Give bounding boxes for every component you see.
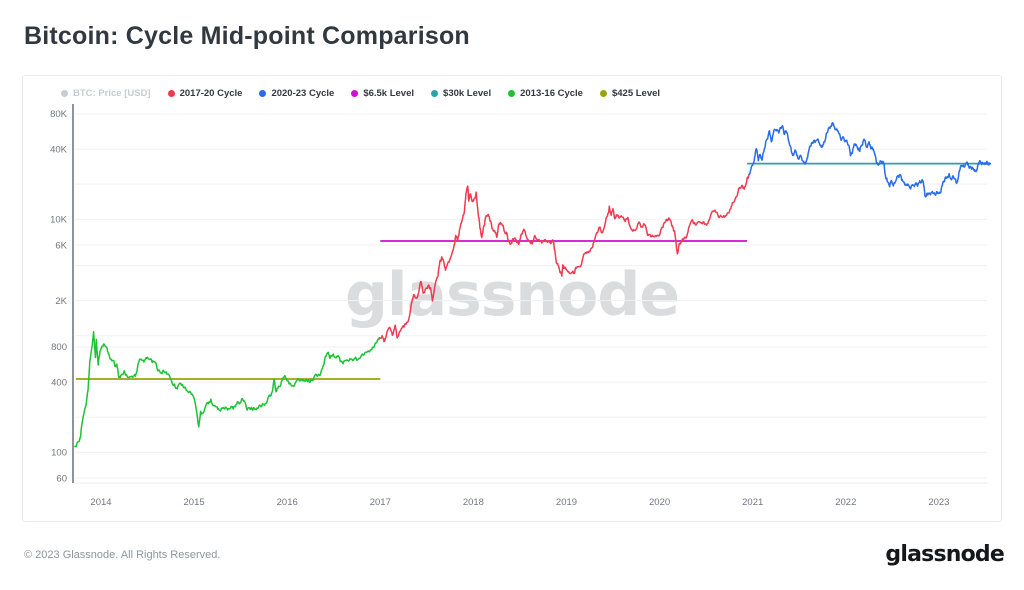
legend-label: $6.5k Level — [363, 87, 415, 99]
page-title: Bitcoin: Cycle Mid-point Comparison — [24, 22, 470, 50]
legend-item-cycle-2017-20[interactable]: 2017-20 Cycle — [167, 87, 243, 99]
x-tick-label: 2023 — [928, 497, 949, 508]
x-tick-label: 2017 — [370, 497, 391, 508]
y-tick-label: 60 — [56, 473, 67, 484]
y-tick-label: 40K — [50, 144, 68, 155]
legend-label: 2020-23 Cycle — [271, 87, 335, 99]
legend-dot-level-425 — [599, 89, 607, 97]
series-2017-20-cycle — [378, 173, 750, 343]
glassnode-logo: glassnode — [885, 542, 1004, 567]
legend-dot-cycle-2020-23 — [259, 89, 267, 97]
legend-dot-btc-price — [61, 89, 68, 97]
y-tick-label: 10K — [50, 214, 68, 225]
legend-item-cycle-2013-16[interactable]: 2013-16 Cycle — [508, 88, 583, 99]
series-2013-16-cycle — [74, 331, 381, 448]
legend-dot-cycle-2013-16 — [508, 89, 516, 97]
x-tick-label: 2022 — [835, 497, 856, 508]
legend-dot-level-30k — [431, 89, 439, 97]
legend-item-cycle-2020-23[interactable]: 2020-23 Cycle — [259, 88, 334, 99]
x-tick-label: 2018 — [463, 497, 484, 508]
y-tick-label: 6K — [55, 240, 67, 251]
legend-label: 2013-16 Cycle — [520, 87, 583, 99]
y-tick-label: 400 — [51, 377, 67, 388]
legend-dot-cycle-2017-20 — [167, 89, 175, 97]
x-tick-label: 2016 — [277, 497, 298, 508]
y-tick-label: 100 — [51, 447, 67, 458]
chart-legend: BTC: Price [USD] 2017-20 Cycle 2020-23 Cyc… — [61, 84, 660, 102]
y-tick-label: 80K — [50, 109, 68, 120]
x-tick-label: 2014 — [90, 497, 111, 508]
x-tick-label: 2021 — [742, 497, 763, 508]
legend-dot-level-6-5k — [351, 89, 359, 97]
copyright-text: © 2023 Glassnode. All Rights Reserved. — [24, 548, 221, 561]
legend-label: BTC: Price [USD] — [73, 87, 151, 99]
chart-card: BTC: Price [USD] 2017-20 Cycle 2020-23 Cyc… — [22, 75, 1002, 522]
x-tick-label: 2020 — [649, 497, 670, 508]
x-tick-label: 2015 — [184, 497, 205, 508]
series-2020-23-cycle — [748, 122, 991, 198]
legend-item-level-30k[interactable]: $30k Level — [431, 88, 491, 99]
legend-label: $425 Level — [611, 87, 661, 99]
legend-item-btc-price[interactable]: BTC: Price [USD] — [61, 88, 151, 99]
legend-item-level-6-5k[interactable]: $6.5k Level — [351, 88, 414, 99]
y-tick-label: 800 — [51, 342, 67, 353]
legend-item-level-425[interactable]: $425 Level — [599, 87, 661, 99]
page-footer: © 2023 Glassnode. All Rights Reserved. g… — [24, 542, 1005, 567]
y-tick-label: 2K — [55, 296, 67, 307]
glassnode-watermark: glassnode — [344, 260, 680, 330]
price-chart-canvas[interactable]: 80K 40K 10K 6K 2K 800 400 100 60 2014 2015 2016 2017… — [23, 76, 1001, 521]
legend-label: 2017-20 Cycle — [179, 87, 243, 99]
x-tick-label: 2019 — [556, 497, 577, 508]
legend-label: $30k Level — [443, 87, 492, 99]
